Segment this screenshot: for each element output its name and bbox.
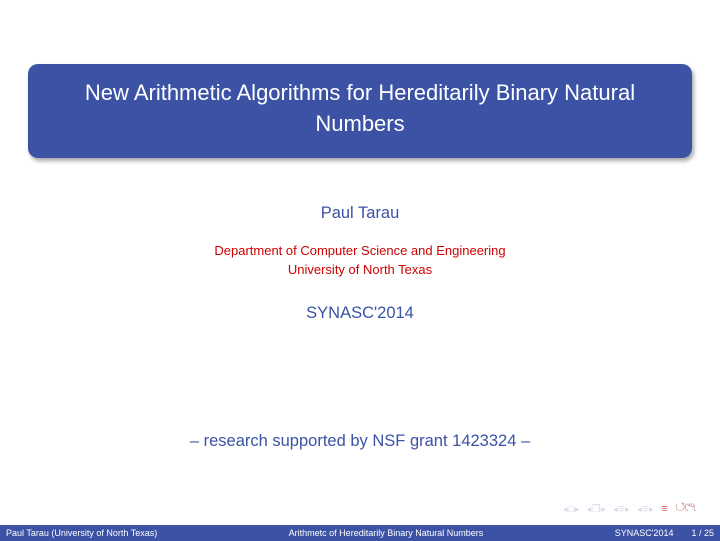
nav-section-back-icon[interactable]	[613, 503, 630, 515]
title-line-2: Numbers	[315, 111, 404, 136]
footer-author: Paul Tarau (University of North Texas)	[6, 528, 157, 538]
venue: SYNASC'2014	[0, 304, 720, 323]
nav-section-fwd-icon[interactable]	[637, 503, 654, 515]
title-line-1: New Arithmetic Algorithms for Hereditari…	[85, 80, 635, 105]
nav-undo-icon[interactable]: ↺୯৭	[675, 499, 696, 519]
footer-bar: Paul Tarau (University of North Texas) A…	[0, 525, 720, 541]
author-name: Paul Tarau	[0, 204, 720, 223]
title-block: New Arithmetic Algorithms for Hereditari…	[28, 64, 692, 158]
nav-icon-row: ↺୯৭	[563, 499, 696, 519]
affiliation-line-2: University of North Texas	[288, 262, 432, 277]
slide: New Arithmetic Algorithms for Hereditari…	[0, 0, 720, 541]
nav-frame-back-icon[interactable]	[563, 503, 580, 515]
footer-right: SYNASC'2014 1 / 25	[615, 528, 714, 538]
nav-subsection-back-icon[interactable]	[587, 503, 607, 515]
affiliation: Department of Computer Science and Engin…	[0, 242, 720, 280]
slide-title: New Arithmetic Algorithms for Hereditari…	[48, 78, 672, 140]
support-line: – research supported by NSF grant 142332…	[0, 432, 720, 451]
footer-short-title: Arithmetc of Hereditarily Binary Natural…	[157, 528, 614, 538]
nav-outline-icon[interactable]	[661, 503, 668, 515]
affiliation-line-1: Department of Computer Science and Engin…	[214, 243, 505, 258]
footer-page-number: 1 / 25	[691, 528, 714, 538]
footer-venue: SYNASC'2014	[615, 528, 674, 538]
